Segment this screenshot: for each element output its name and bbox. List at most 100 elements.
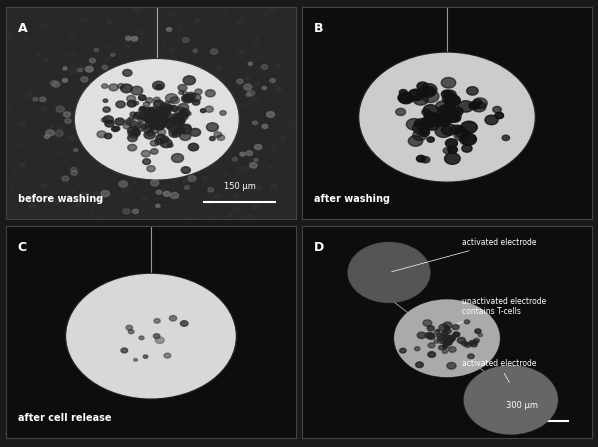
Circle shape: [89, 59, 96, 63]
Circle shape: [29, 205, 35, 210]
Circle shape: [195, 89, 202, 94]
Circle shape: [194, 181, 199, 184]
Circle shape: [426, 333, 434, 339]
Circle shape: [269, 8, 276, 13]
Circle shape: [58, 151, 62, 154]
Circle shape: [182, 91, 188, 95]
Circle shape: [148, 116, 160, 125]
Circle shape: [62, 79, 68, 82]
Circle shape: [147, 109, 158, 117]
Circle shape: [147, 114, 155, 120]
Circle shape: [414, 118, 429, 129]
Circle shape: [173, 155, 176, 157]
Circle shape: [154, 100, 163, 107]
Circle shape: [224, 181, 227, 182]
Circle shape: [438, 112, 451, 121]
Circle shape: [77, 184, 81, 187]
Circle shape: [170, 164, 176, 169]
Circle shape: [271, 146, 277, 151]
Circle shape: [454, 129, 470, 141]
Circle shape: [209, 136, 215, 141]
Circle shape: [166, 125, 172, 128]
Circle shape: [78, 68, 83, 72]
Circle shape: [153, 118, 160, 122]
Circle shape: [255, 144, 262, 150]
Circle shape: [212, 155, 219, 160]
Circle shape: [120, 64, 124, 67]
Circle shape: [139, 95, 146, 101]
Circle shape: [142, 196, 147, 199]
Circle shape: [106, 58, 109, 60]
Circle shape: [158, 119, 167, 125]
Circle shape: [179, 81, 181, 83]
Circle shape: [191, 89, 197, 93]
Circle shape: [158, 70, 161, 72]
Circle shape: [237, 79, 243, 84]
Circle shape: [177, 25, 182, 29]
Circle shape: [436, 101, 448, 110]
Circle shape: [121, 84, 132, 93]
Circle shape: [183, 76, 196, 85]
Circle shape: [283, 149, 289, 154]
Circle shape: [134, 101, 139, 105]
Circle shape: [222, 180, 225, 183]
Circle shape: [20, 187, 25, 191]
Circle shape: [77, 165, 80, 167]
Circle shape: [152, 81, 155, 83]
Circle shape: [16, 143, 19, 144]
Circle shape: [173, 120, 183, 127]
Circle shape: [444, 336, 451, 341]
Circle shape: [119, 181, 127, 187]
Circle shape: [423, 320, 432, 326]
Circle shape: [118, 84, 124, 89]
Circle shape: [57, 127, 63, 131]
Circle shape: [212, 216, 215, 219]
Circle shape: [242, 17, 244, 19]
Circle shape: [447, 363, 456, 369]
Circle shape: [288, 59, 294, 63]
Circle shape: [421, 84, 437, 95]
Circle shape: [111, 53, 115, 56]
Circle shape: [22, 198, 25, 200]
Circle shape: [147, 110, 158, 118]
Circle shape: [249, 215, 252, 218]
Circle shape: [128, 130, 139, 138]
Text: 300 μm: 300 μm: [507, 401, 538, 410]
Circle shape: [114, 162, 120, 167]
Circle shape: [144, 127, 152, 133]
Circle shape: [69, 135, 75, 140]
Circle shape: [250, 60, 254, 63]
Circle shape: [244, 84, 252, 90]
Circle shape: [111, 141, 113, 143]
Circle shape: [395, 300, 499, 376]
Circle shape: [173, 118, 184, 126]
Circle shape: [167, 143, 173, 148]
Circle shape: [427, 326, 434, 331]
Circle shape: [416, 156, 426, 162]
Circle shape: [153, 114, 162, 121]
Circle shape: [447, 342, 451, 345]
Circle shape: [26, 173, 30, 177]
Circle shape: [23, 36, 29, 40]
Circle shape: [155, 116, 163, 122]
Circle shape: [126, 36, 131, 40]
Circle shape: [443, 148, 451, 154]
Circle shape: [135, 122, 147, 131]
Circle shape: [254, 82, 260, 86]
Circle shape: [192, 100, 200, 105]
Circle shape: [123, 209, 130, 214]
Circle shape: [439, 324, 448, 331]
Circle shape: [216, 65, 222, 70]
Circle shape: [146, 131, 154, 136]
Circle shape: [248, 90, 255, 96]
Text: after washing: after washing: [313, 194, 389, 204]
Circle shape: [150, 114, 161, 122]
Circle shape: [49, 129, 54, 133]
Circle shape: [426, 114, 443, 126]
Circle shape: [153, 141, 159, 146]
Circle shape: [81, 77, 88, 82]
Circle shape: [187, 83, 190, 86]
Circle shape: [133, 37, 138, 40]
Circle shape: [112, 127, 118, 131]
Circle shape: [166, 97, 170, 101]
